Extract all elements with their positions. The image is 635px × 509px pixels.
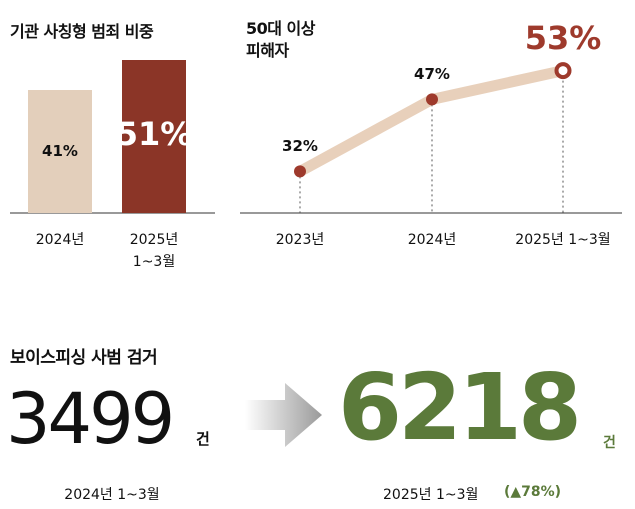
arrow <box>245 383 322 447</box>
before-label: 2024년 1~3월 <box>64 487 160 503</box>
bar-chart-title: 기관 사칭형 범죄 비중 <box>10 22 154 41</box>
x-tick-label: 2024년 <box>35 232 85 248</box>
point-value-label: 32% <box>282 137 318 156</box>
marker <box>294 165 306 178</box>
after-unit: 건 <box>603 435 616 451</box>
x-tick-label: 2024년 <box>407 232 457 248</box>
bar-value-label: 51% <box>115 114 193 153</box>
bar <box>122 60 186 213</box>
before-unit: 건 <box>196 430 210 448</box>
x-tick-label: 2023년 <box>275 232 325 248</box>
after-number: 6218 <box>338 354 582 461</box>
point-value-label: 53% <box>524 18 602 57</box>
marker <box>554 62 572 80</box>
bar-value-label: 41% <box>42 141 78 160</box>
before-number: 3499 <box>6 378 175 460</box>
change-label: (▲78%) <box>504 484 562 500</box>
line-chart-title: 50대 이상 피해자 <box>246 19 316 60</box>
point-value-label: 47% <box>414 65 450 84</box>
marker <box>426 93 438 106</box>
section-title: 보이스피싱 사범 검거 <box>10 348 158 368</box>
x-tick-label: 2025년 1~3월 <box>515 232 611 248</box>
bar <box>28 90 92 213</box>
x-tick-label: 2025년 1~3월 <box>129 232 179 270</box>
after-label: 2025년 1~3월 <box>383 487 479 503</box>
